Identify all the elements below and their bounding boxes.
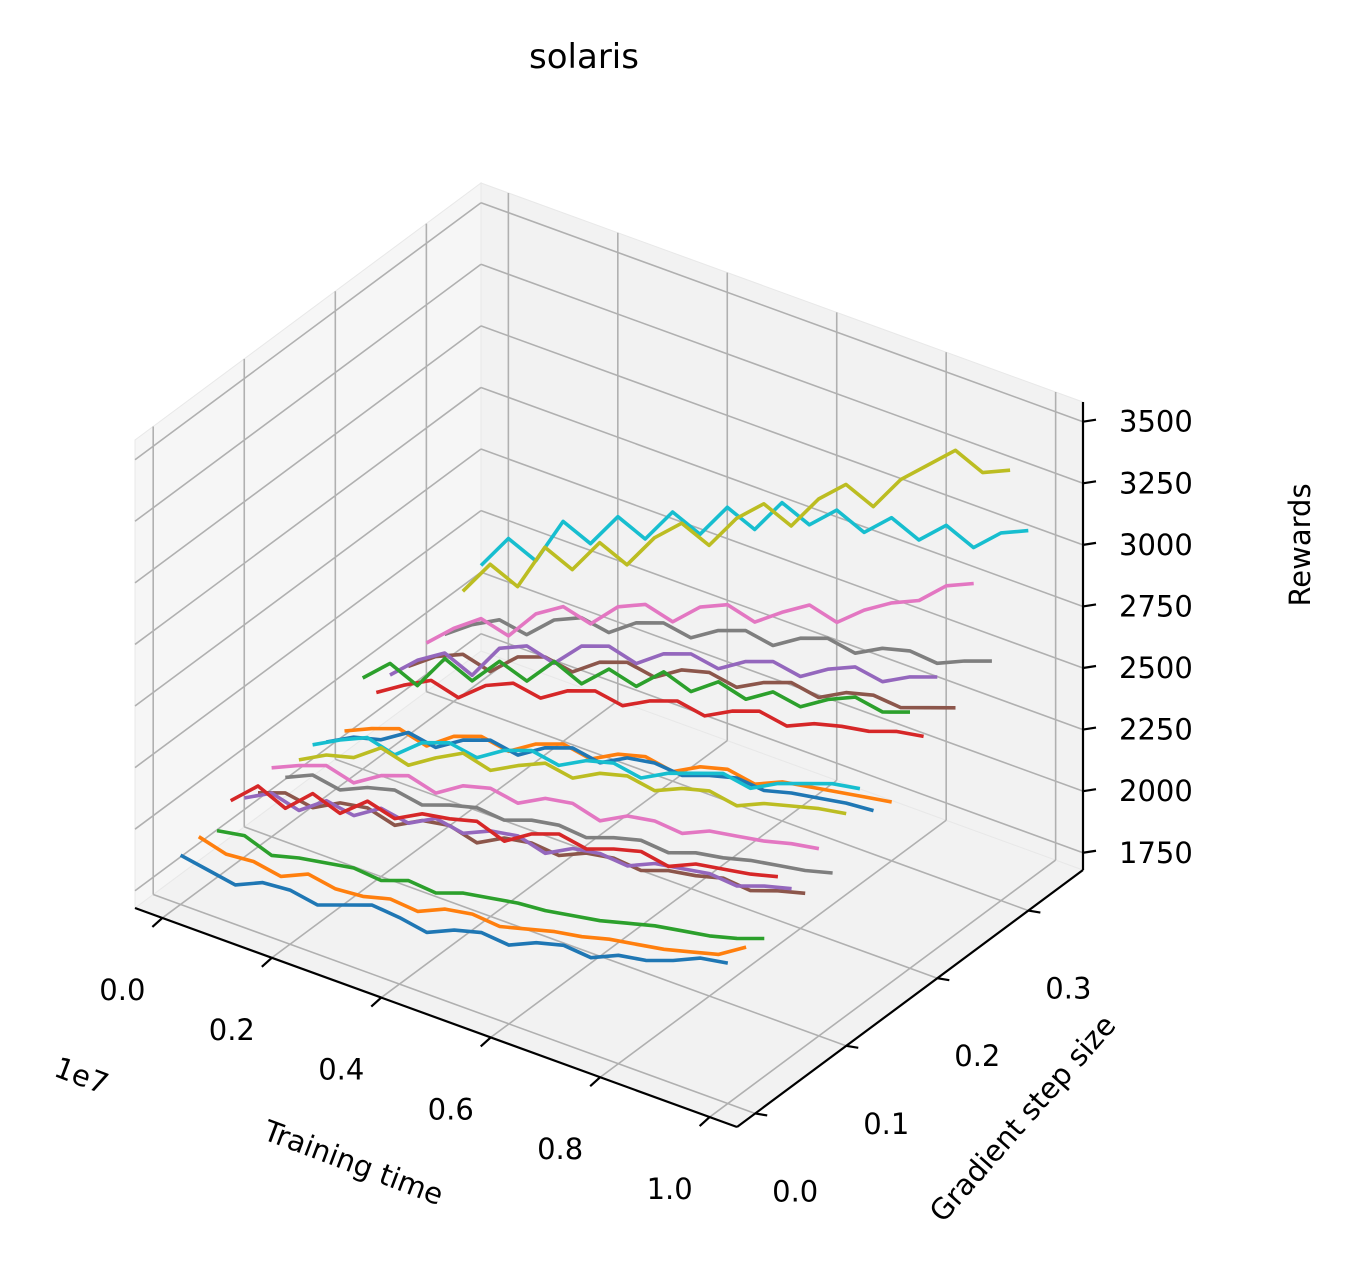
z-tick [1082,849,1097,854]
y-tick-label: 0.0 [772,1174,818,1208]
y-tick-label: 0.1 [863,1107,909,1141]
grid-line-z-left [134,263,482,522]
series-line-9 [312,735,861,791]
x-tick-label: 0.0 [99,973,145,1007]
grid-line-x-floor [709,859,1057,1118]
x-tick [370,996,383,1008]
z-tick-label: 2250 [1119,713,1193,747]
grid-line-z-left [134,571,482,830]
axes-layer [134,402,1085,1129]
grid-line-z-left [134,386,482,646]
z-tick-label: 3000 [1119,528,1193,562]
y-tick-label: 0.3 [1045,972,1091,1006]
grid-line-z-left [134,325,482,584]
y-tick [937,977,950,982]
x-tick-label: 0.4 [318,1053,364,1087]
z-tick-label: 1750 [1119,836,1193,870]
z-tick-label: 3250 [1119,466,1193,500]
grid-line-z-back [480,201,1084,423]
series-line-17 [443,615,992,666]
series-line-14 [389,644,938,684]
x-tick [479,1036,492,1048]
z-tick [1082,603,1097,608]
z-tick [1082,480,1097,485]
grid-lines [134,192,1084,1118]
axis-panes [133,182,1085,1128]
series-line-0 [179,853,729,965]
grid-line-x-floor [380,739,728,999]
x-tick [589,1076,601,1088]
z-tick-label: 3500 [1119,405,1193,439]
z-tick [1082,788,1097,793]
y-tick [846,1044,859,1049]
grid-line-z-back [480,263,1084,485]
grid-line-z-back [480,448,1084,669]
z-tick [1082,726,1097,731]
z-tick [1082,418,1097,423]
x-tick [261,956,273,968]
series-line-19 [479,500,1029,567]
y-axis-label: Gradient step size [923,1008,1123,1228]
y-tick-label: 0.2 [954,1039,1000,1073]
series-line-2 [216,828,765,941]
grid-line-z-left [134,509,482,769]
y-tick [755,1112,768,1117]
grid-line-z-left [134,202,482,461]
series-line-7 [285,773,833,875]
z-axis-label: Rewards [1283,483,1317,606]
z-tick-label: 2500 [1119,651,1193,685]
z-tick [1082,664,1097,670]
series-line-3 [229,784,779,879]
x-tick-label: 0.6 [428,1092,474,1126]
x-tick-label: 1.0 [647,1172,693,1206]
y-tick [1028,909,1041,914]
series-line-13 [375,678,924,739]
grid-line-x-floor [490,779,838,1039]
z-tick [1082,541,1097,546]
x-axis-line [134,906,738,1129]
series-line-15 [407,652,956,710]
grid-line-x-floor [599,819,947,1078]
chart-title: solaris [529,37,639,77]
series-line-16 [425,581,974,645]
x-tick-label: 0.8 [537,1132,583,1166]
grid-line-z-left [134,448,482,707]
tick-layer: 0.0 0.2 0.4 0.6 0.8 1.0 0.0 0.1 0.2 0.3 1750 2000 22… [99,405,1193,1209]
series-line-1 [197,835,747,957]
x-axis-offset-label: 1e7 [50,1050,113,1101]
x-tick-label: 0.2 [209,1013,255,1047]
x-axis-label: Training time [258,1113,448,1212]
x-tick [151,917,164,928]
grid-line-z-back [480,509,1084,731]
z-tick-label: 2000 [1119,774,1193,808]
series-layer [179,448,1029,965]
grid-line-y-floor [243,826,847,1047]
series-line-8 [298,745,847,816]
series-line-18 [461,448,1011,593]
z-tick-label: 2750 [1119,589,1193,623]
grid-line-z-back [480,325,1084,546]
series-line-12 [361,656,911,714]
series-line-6 [271,763,820,851]
grid-line-y-floor [152,893,756,1115]
y-axis-line [736,869,1084,1128]
grid-line-z-back [480,386,1084,608]
grid-line-z-left [134,633,482,892]
x-tick [698,1116,711,1127]
